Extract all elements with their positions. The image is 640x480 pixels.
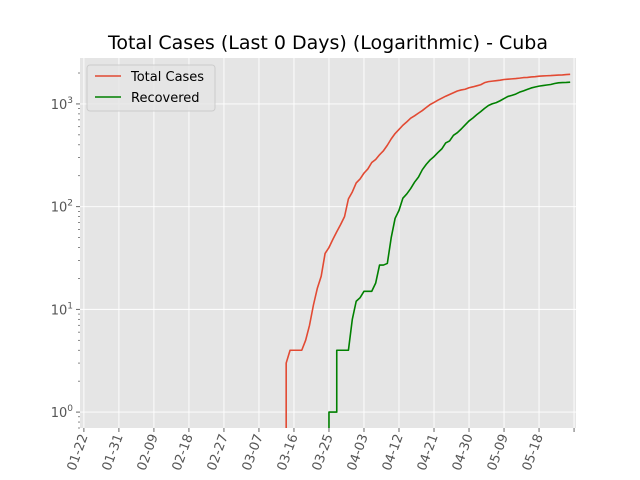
legend: Total Cases Recovered: [86, 64, 216, 112]
series-line-recovered: [328, 81, 571, 428]
plot-area: [80, 58, 576, 428]
series-line-total-cases: [285, 73, 571, 428]
legend-label-recovered: Recovered: [131, 91, 200, 106]
series-lines: [285, 73, 571, 428]
chart-title: Total Cases (Last 0 Days) (Logarithmic) …: [107, 32, 548, 54]
legend-label-total-cases: Total Cases: [130, 70, 204, 85]
